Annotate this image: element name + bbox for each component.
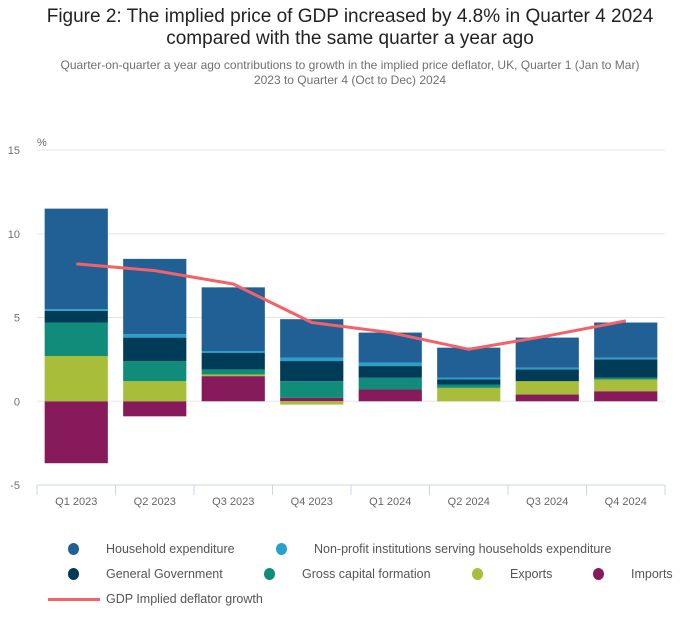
bar-segment-imports-q1-2023 [44, 401, 108, 464]
bar-segment-imports-q3-2023 [201, 376, 265, 402]
bar-segment-general-government-q1-2024 [358, 366, 422, 378]
bar-segment-non-profit-institutions-serving-households-expenditure-q3-2024 [515, 367, 579, 370]
bar-segment-gross-capital-formation-q3-2023 [201, 369, 265, 375]
bar-segment-exports-q2-2023 [123, 381, 187, 402]
deflator-growth-line [76, 262, 627, 351]
bar-segment-general-government-q2-2024 [437, 379, 501, 385]
x-tick-label: Q1 2023 [55, 496, 97, 508]
chart-title: Figure 2: The implied price of GDP incre… [0, 6, 700, 50]
chart-subtitle-line-1: Quarter-on-quarter a year ago contributi… [60, 58, 640, 72]
bar-segment-general-government-q4-2024 [594, 359, 658, 378]
bar-segment-general-government-q2-2023 [123, 337, 187, 362]
bar-segment-general-government-q4-2023 [280, 361, 344, 382]
x-tick-label: Q2 2024 [448, 496, 490, 508]
x-tick-label: Q3 2024 [526, 496, 568, 508]
bar-segment-general-government-q3-2023 [201, 352, 265, 370]
bar-segment-gross-capital-formation-q1-2024 [358, 377, 422, 390]
bar-segment-imports-q2-2023 [123, 401, 187, 417]
bar-segment-exports-q1-2023 [44, 356, 108, 402]
bar-segment-household-expenditure-q2-2024 [437, 347, 501, 378]
y-axis-unit-label: % [37, 137, 47, 149]
bar-segment-non-profit-institutions-serving-households-expenditure-q1-2023 [44, 309, 108, 311]
bar-segment-gross-capital-formation-q4-2024 [594, 377, 658, 380]
bar-segment-non-profit-institutions-serving-households-expenditure-q4-2023 [280, 357, 344, 362]
bar-segment-imports-q4-2024 [594, 391, 658, 402]
bar-segment-non-profit-institutions-serving-households-expenditure-q1-2024 [358, 362, 422, 367]
chart-title-line-1: Figure 2: The implied price of GDP incre… [46, 6, 654, 27]
x-tick-label: Q2 2023 [134, 496, 176, 508]
x-tick-label: Q3 2023 [212, 496, 254, 508]
bar-segment-imports-q3-2024 [515, 394, 579, 402]
bar-segment-gross-capital-formation-q2-2023 [123, 361, 187, 382]
bar-segment-gross-capital-formation-q4-2023 [280, 381, 344, 398]
bar-segment-exports-q4-2024 [594, 379, 658, 392]
bar-segment-non-profit-institutions-serving-households-expenditure-q4-2024 [594, 357, 658, 360]
x-axis: Q1 2023 Q2 2023 Q3 2023 Q4 2023 Q1 2024 Q2 20… [36, 484, 666, 508]
y-tick-label: 10 [8, 229, 20, 241]
bar-segment-exports-q3-2024 [515, 381, 579, 395]
bar-segment-exports-q3-2023 [201, 374, 265, 377]
y-tick-label: 15 [8, 145, 20, 157]
bar-segment-exports-q2-2024 [437, 387, 501, 402]
chart-title-line-2: compared with the same quarter a year ag… [166, 28, 534, 49]
bar-segment-exports-q4-2023 [280, 401, 344, 405]
deflator-line [76, 262, 627, 351]
bar-segment-imports-q1-2024 [358, 389, 422, 402]
bar-segment-household-expenditure-q3-2023 [201, 287, 265, 351]
chart-subtitle: Quarter-on-quarter a year ago contributi… [30, 58, 670, 88]
bars [44, 208, 658, 464]
bar-segment-household-expenditure-q3-2024 [515, 337, 579, 368]
bar-segment-imports-q4-2023 [280, 397, 344, 402]
bar-segment-household-expenditure-q4-2024 [594, 322, 658, 358]
y-axis-ticks: -5 0 5 10 15 [8, 145, 20, 492]
chart-subtitle-line-2: 2023 to Quarter 4 (Oct to Dec) 2024 [253, 73, 447, 87]
bar-segment-non-profit-institutions-serving-households-expenditure-q2-2024 [437, 377, 501, 380]
x-tick-label: Q4 2023 [291, 496, 333, 508]
x-tick-label: Q4 2024 [605, 496, 647, 508]
y-tick-label: 5 [14, 313, 20, 325]
bar-segment-household-expenditure-q1-2023 [44, 208, 108, 310]
bar-segment-general-government-q1-2023 [44, 310, 108, 323]
bar-segment-non-profit-institutions-serving-households-expenditure-q3-2023 [201, 351, 265, 353]
bar-segment-gross-capital-formation-q2-2024 [437, 384, 501, 388]
x-tick-label: Q1 2024 [369, 496, 411, 508]
y-tick-label: -5 [10, 480, 20, 492]
bar-segment-general-government-q3-2024 [515, 369, 579, 382]
y-tick-label: 0 [14, 396, 20, 408]
bar-segment-non-profit-institutions-serving-households-expenditure-q2-2023 [123, 334, 187, 338]
bar-segment-gross-capital-formation-q1-2023 [44, 322, 108, 357]
